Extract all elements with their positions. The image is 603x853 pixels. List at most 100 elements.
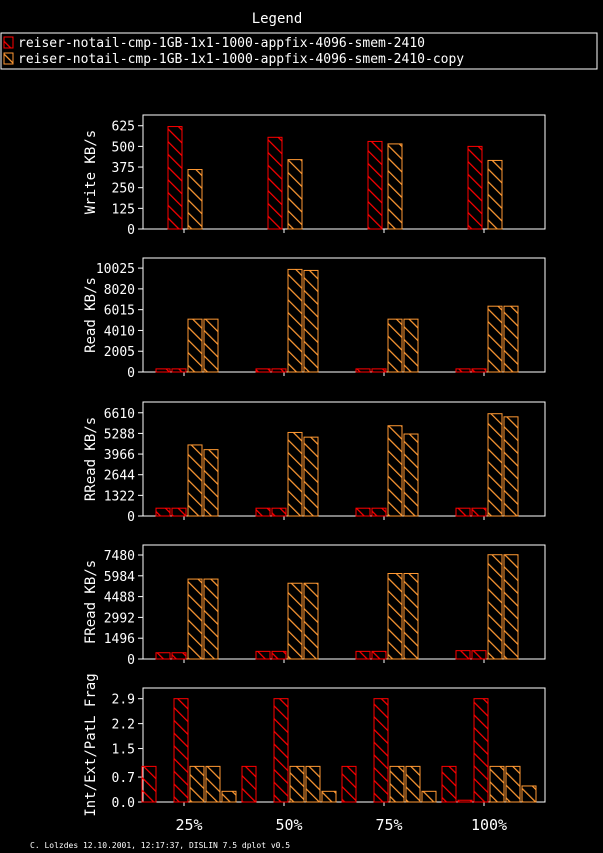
bar-series-2	[387, 425, 403, 517]
y-tick-label: 0.7	[112, 771, 135, 786]
y-tick-label: 0.0	[112, 796, 135, 811]
y-tick-label: 7480	[104, 549, 135, 564]
y-tick-label: 6015	[104, 304, 135, 319]
bar-series-2	[487, 413, 503, 517]
x-tick-label: 75%	[375, 816, 402, 834]
footer-credit: C. Lolzdes 12.10.2001, 12:17:37, DISLIN …	[30, 841, 290, 850]
bar-series-1	[171, 652, 187, 660]
panel-frame	[142, 114, 546, 230]
bar-series-2	[221, 790, 237, 803]
panel-1: 0 125 250 375 500 625 Write KB/s	[83, 114, 546, 238]
legend-entry-orange: reiser-notail-cmp-1GB-1x1-1000-appfix-40…	[18, 52, 464, 67]
y-axis-label: RRead KB/s	[83, 417, 99, 501]
bar-series-1	[455, 368, 471, 373]
legend-title: Legend	[252, 11, 303, 27]
y-tick-label: 0	[127, 653, 135, 668]
bar-series-2	[487, 305, 503, 373]
bar-series-2	[503, 554, 519, 660]
y-tick-label: 250	[112, 182, 135, 197]
bar-series-1	[255, 368, 271, 373]
y-tick-label: 0	[127, 366, 135, 381]
bar-series-2	[321, 790, 337, 803]
y-tick-label: 6610	[104, 407, 135, 422]
bar-series-1	[371, 650, 387, 660]
bar-series-1	[255, 507, 271, 517]
bar-series-1	[467, 145, 483, 230]
bar-series-2	[489, 765, 505, 803]
panel-frame	[142, 401, 546, 517]
bar-series-1	[155, 507, 171, 517]
y-tick-label: 625	[112, 120, 135, 135]
x-tick-label: 100%	[471, 816, 507, 834]
y-axis-label: Write KB/s	[83, 130, 99, 214]
panels: 0 125 250 375 500 625 Write KB/s 0 2005 4010 6015 8…	[83, 114, 546, 817]
bar-series-1	[171, 507, 187, 517]
bar-series-1	[471, 507, 487, 517]
bar-series-1	[271, 650, 287, 660]
bar-series-2	[203, 578, 219, 660]
bar-series-2	[287, 268, 303, 373]
y-tick-label: 2005	[104, 345, 135, 360]
bar-series-1	[171, 368, 187, 373]
bar-series-2	[503, 416, 519, 517]
bar-series-1	[155, 368, 171, 373]
y-tick-label: 8020	[104, 283, 135, 298]
bar-series-2	[403, 433, 419, 517]
bar-series-2	[289, 765, 305, 803]
bar-series-1	[457, 799, 473, 803]
bar-series-1	[141, 765, 157, 803]
y-tick-label: 2992	[104, 611, 135, 626]
bar-series-2	[405, 765, 421, 803]
bar-series-1	[155, 652, 171, 660]
bar-series-2	[303, 269, 319, 373]
bar-series-1	[455, 650, 471, 660]
y-tick-label: 2.9	[112, 693, 135, 708]
y-tick-label: 2.2	[112, 718, 135, 733]
y-tick-label: 500	[112, 140, 135, 155]
panel-4: 0 1496 2992 4488 5984 7480 FRead KB/s	[83, 544, 546, 668]
y-axis-label: Read KB/s	[83, 277, 99, 353]
y-tick-label: 1496	[104, 632, 135, 647]
panel-5: 0.0 0.7 1.5 2.2 2.9 Int/Ext/PatL Frag	[83, 673, 546, 817]
bar-series-2	[187, 578, 203, 660]
bar-series-1	[273, 698, 289, 803]
bar-series-2	[287, 582, 303, 660]
bar-series-1	[367, 140, 383, 230]
bar-series-2	[387, 318, 403, 373]
bar-series-2	[387, 573, 403, 660]
bar-series-2	[287, 159, 303, 230]
bar-series-1	[167, 126, 183, 230]
x-axis-labels: 25% 50% 75% 100%	[175, 816, 507, 834]
x-tick-label: 25%	[175, 816, 202, 834]
bar-series-2	[305, 765, 321, 803]
y-tick-label: 125	[112, 202, 135, 217]
x-tick-label: 50%	[275, 816, 302, 834]
bar-series-1	[355, 368, 371, 373]
bar-series-2	[205, 765, 221, 803]
bar-series-1	[355, 650, 371, 660]
bar-series-1	[371, 368, 387, 373]
bar-series-1	[373, 698, 389, 803]
y-tick-label: 2644	[104, 469, 135, 484]
panel-3: 0 1322 2644 3966 5288 6610 RRead KB/s	[83, 401, 546, 525]
y-tick-label: 0	[127, 510, 135, 525]
bar-series-1	[441, 765, 457, 803]
bar-series-2	[187, 444, 203, 517]
bar-series-1	[371, 507, 387, 517]
bar-series-1	[355, 507, 371, 517]
y-tick-label: 3966	[104, 448, 135, 463]
y-tick-label: 375	[112, 161, 135, 176]
bar-series-2	[421, 790, 437, 803]
y-tick-label: 1322	[104, 489, 135, 504]
y-tick-label: 1.5	[112, 743, 135, 758]
bar-series-2	[403, 573, 419, 660]
y-tick-label: 5288	[104, 427, 135, 442]
bar-series-1	[271, 368, 287, 373]
legend: Legend reiser-notail-cmp-1GB-1x1-1000-ap…	[0, 11, 598, 70]
bar-series-1	[471, 650, 487, 660]
bar-series-2	[203, 449, 219, 517]
legend-box	[0, 32, 598, 70]
legend-entry-red: reiser-notail-cmp-1GB-1x1-1000-appfix-40…	[18, 36, 425, 51]
